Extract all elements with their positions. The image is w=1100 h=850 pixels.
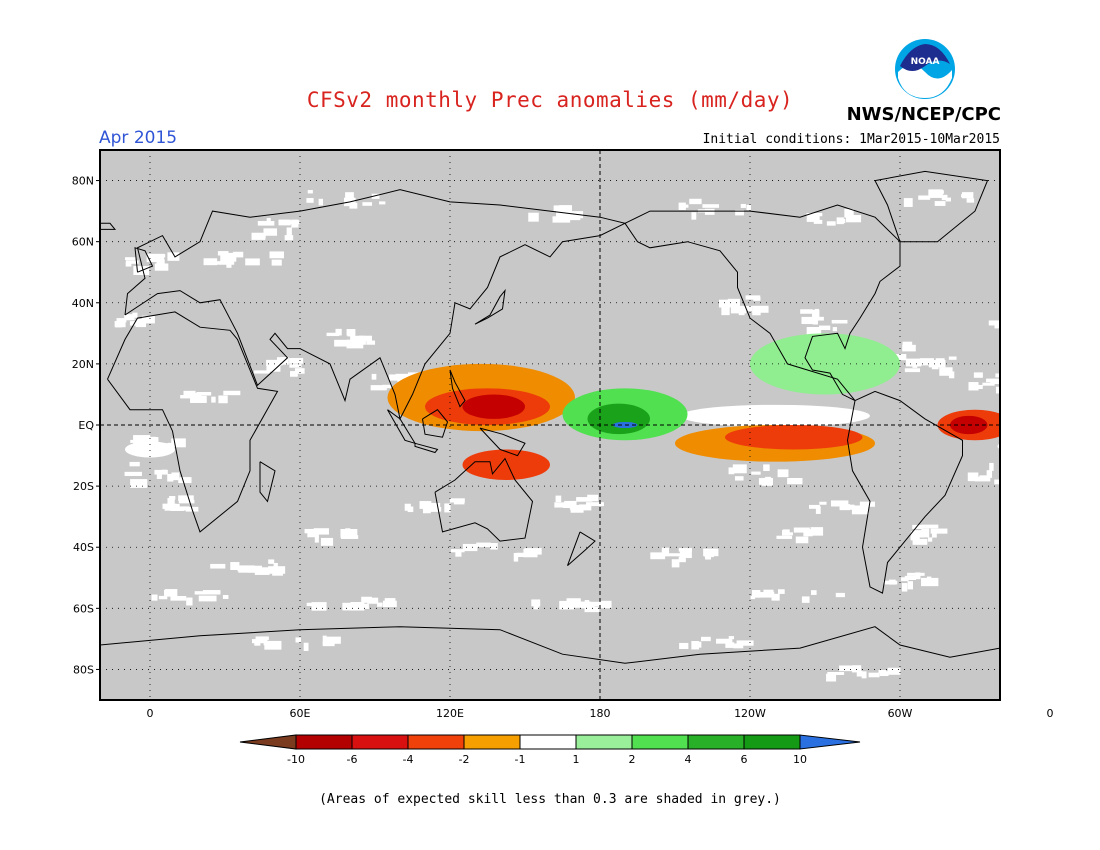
neutral-band (125, 441, 175, 458)
colorbar-tick-label: -4 (403, 753, 414, 766)
coastline (474, 288, 506, 325)
coastline (479, 427, 526, 457)
lat-tick-label: 40N (72, 297, 94, 310)
coastline (259, 461, 276, 503)
coastline (624, 204, 901, 402)
colorbar-tick-label: 6 (741, 753, 748, 766)
colorbar-segment (519, 734, 577, 750)
colorbar-segment (687, 734, 745, 750)
lon-tick-label: 120W (734, 707, 766, 720)
colorbar-tick-label: 1 (573, 753, 580, 766)
anomaly-region (462, 449, 550, 480)
colorbar-tick-label: 10 (793, 753, 807, 766)
lat-tick-label: 60N (72, 236, 94, 249)
colorbar-segment (407, 734, 465, 750)
coastline (1025, 190, 1100, 419)
lon-tick-label: 0 (147, 707, 154, 720)
agency-label: NWS/NCEP/CPC (846, 104, 1001, 125)
coastline (874, 170, 989, 243)
colorbar-tick-label: -2 (459, 753, 470, 766)
colorbar-tick-label: -6 (347, 753, 358, 766)
noaa-logo-icon: NOAA (895, 39, 955, 99)
lat-tick-label: 80N (72, 175, 94, 188)
lat-tick-label: 60S (73, 602, 94, 615)
anomaly-region (750, 333, 900, 395)
colorbar-segment (575, 734, 633, 750)
lon-tick-label: 180 (590, 707, 611, 720)
colorbar: -10 -6 -4 -2 -1 1 2 4 6 10 (239, 734, 861, 766)
colorbar-tick-label: 2 (629, 753, 636, 766)
forecast-month: Apr 2015 (99, 128, 178, 148)
lat-tick-label: 40S (73, 541, 94, 554)
coastline (434, 457, 534, 542)
coastline (124, 189, 627, 421)
colorbar-segment (295, 734, 353, 750)
footnote: (Areas of expected skill less than 0.3 a… (319, 792, 781, 807)
colorbar-segment (743, 734, 801, 750)
lat-tick-label: 80S (73, 663, 94, 676)
neutral-band (680, 404, 870, 427)
lat-tick-label: EQ (78, 419, 94, 432)
svg-text:NOAA: NOAA (911, 57, 940, 67)
coastline (134, 247, 154, 273)
coastline (567, 531, 596, 566)
colorbar-segment (463, 734, 521, 750)
colorbar-min-arrow (239, 734, 297, 750)
colorbar-segment (351, 734, 409, 750)
colorbar-tick-label: 4 (685, 753, 692, 766)
coastline (107, 311, 279, 533)
anomaly-region (587, 403, 650, 435)
neutral-band (997, 443, 1000, 450)
lon-tick-label: 120E (436, 707, 464, 720)
lat-tick-label: 20N (72, 358, 94, 371)
coastline (100, 626, 1000, 664)
coastline (414, 442, 439, 454)
initial-conditions: Initial conditions: 1Mar2015-10Mar2015 (702, 132, 1000, 147)
colorbar-tick-label: -1 (515, 753, 526, 766)
anomaly-region (462, 394, 525, 419)
lon-tick-label: 60E (290, 707, 311, 720)
coastline (1008, 312, 1100, 532)
coastline (449, 369, 466, 408)
colorbar-segment (631, 734, 689, 750)
colorbar-tick-label: -10 (287, 753, 305, 766)
coastline (846, 390, 963, 594)
colorbar-max-arrow (799, 734, 861, 750)
lon-tick-label: 60W (888, 707, 913, 720)
coastline (100, 222, 117, 230)
chart-title: CFSv2 monthly Prec anomalies (mm/day) (306, 88, 794, 112)
lon-tick-label: 0 (1047, 707, 1054, 720)
anomaly-region (725, 425, 863, 450)
coastline (422, 409, 449, 438)
lat-tick-label: 20S (73, 480, 94, 493)
